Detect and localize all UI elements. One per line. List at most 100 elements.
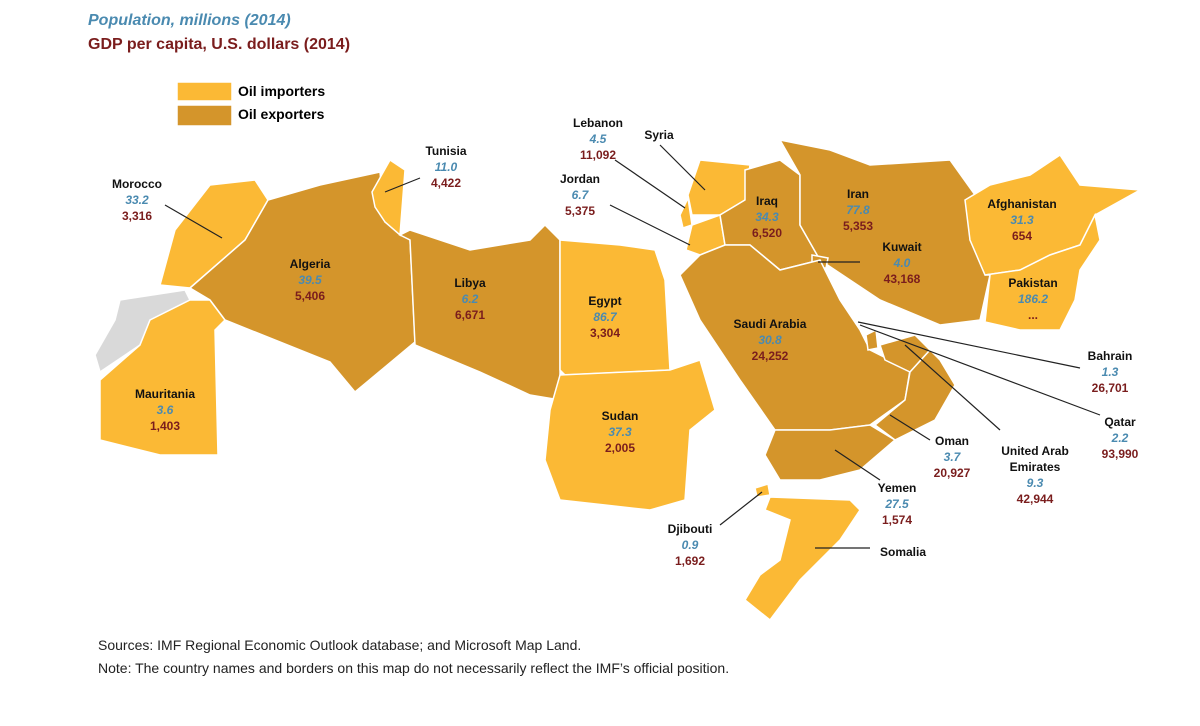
country-name: Djibouti	[667, 522, 713, 536]
leader-line	[889, 414, 931, 441]
gdp-per-capita: 3,304	[589, 326, 621, 340]
leader-line	[614, 159, 686, 209]
country-name: Oman	[934, 434, 969, 448]
gdp-per-capita: 6,671	[454, 308, 486, 322]
country-label: Somalia	[855, 544, 951, 560]
gdp-per-capita: 5,406	[294, 289, 326, 303]
population: 27.5	[885, 497, 909, 511]
gdp-per-capita: 1,692	[674, 554, 706, 568]
country-name: Syria	[644, 128, 674, 142]
gdp-per-capita: 1,574	[881, 513, 913, 527]
country-label: Tunisia 11.0 4,422	[398, 143, 494, 191]
gdp-per-capita: 24,252	[751, 349, 789, 363]
sources: Sources: IMF Regional Economic Outlook d…	[98, 637, 582, 653]
gdp-caption: GDP per capita, U.S. dollars (2014)	[88, 36, 351, 53]
leader-line	[719, 491, 763, 526]
country-name: Somalia	[879, 545, 927, 559]
country-label: Algeria 39.5 5,406	[262, 256, 358, 304]
country-label: Qatar 2.2 93,990	[1072, 414, 1168, 462]
leader-line	[857, 321, 1081, 369]
country-name: Libya	[454, 276, 486, 290]
population: 9.3	[1026, 476, 1044, 490]
country-label: Egypt 86.7 3,304	[557, 293, 653, 341]
country-name: Mauritania	[134, 387, 195, 401]
country-name: Pakistan	[1008, 276, 1058, 290]
country-label: United Arab Emirates 9.3 42,944	[987, 443, 1083, 507]
gdp-per-capita: 93,990	[1101, 447, 1139, 461]
gdp-per-capita: 11,092	[579, 148, 617, 162]
country-name: Bahrain	[1087, 349, 1133, 363]
country-label: Lebanon 4.5 11,092	[550, 115, 646, 163]
gdp-per-capita: 5,353	[842, 219, 874, 233]
country-name: Sudan	[601, 409, 639, 423]
country-label: Kuwait 4.0 43,168	[854, 239, 950, 287]
leader-line	[859, 324, 1101, 416]
country-label: Djibouti 0.9 1,692	[642, 521, 738, 569]
leader-line	[164, 204, 223, 239]
country-label: Iraq 34.3 6,520	[719, 193, 815, 241]
gdp-per-capita: 4,422	[430, 176, 462, 190]
gdp-per-capita: 6,520	[751, 226, 783, 240]
country-name: Saudi Arabia	[733, 317, 807, 331]
population: 86.7	[593, 310, 617, 324]
note: Note: The country names and borders on t…	[98, 660, 730, 676]
country-label: Syria	[611, 127, 707, 143]
population: 4.0	[893, 256, 911, 270]
leader-line	[659, 144, 706, 191]
population: 39.5	[298, 273, 322, 287]
country-label: Libya 6.2 6,671	[422, 275, 518, 323]
population: 6.7	[571, 188, 589, 202]
legend-swatch	[176, 104, 233, 127]
country-label: Afghanistan 31.3 654	[974, 196, 1070, 244]
country-label: Morocco 33.2 3,316	[89, 176, 185, 224]
population: 37.3	[608, 425, 632, 439]
pakistan-shape	[984, 212, 1101, 331]
somalia-shape	[744, 496, 861, 622]
population: 11.0	[434, 160, 458, 174]
country-name: Yemen	[877, 481, 917, 495]
country-name: Kuwait	[882, 240, 922, 254]
leader-line	[609, 204, 691, 246]
gdp-per-capita: 2,005	[604, 441, 636, 455]
iran-shape	[778, 138, 991, 326]
country-label: Sudan 37.3 2,005	[572, 408, 668, 456]
mauritania-shape	[99, 299, 226, 456]
sudan-shape	[544, 359, 716, 511]
population: 3.6	[156, 403, 174, 417]
population: 33.2	[125, 193, 149, 207]
country-label: Jordan 6.7 5,375	[532, 171, 628, 219]
legend-label: Oil exporters	[238, 106, 325, 122]
gdp-per-capita: 3,316	[121, 209, 153, 223]
population: 77.8	[846, 203, 870, 217]
country-label: Mauritania 3.6 1,403	[117, 386, 213, 434]
country-name: Lebanon	[573, 116, 623, 130]
population: 6.2	[461, 292, 479, 306]
country-name: Qatar	[1104, 415, 1136, 429]
country-label: Oman 3.7 20,927	[904, 433, 1000, 481]
gdp-per-capita: 5,375	[564, 204, 596, 218]
leader-line	[834, 449, 881, 481]
country-name: Jordan	[559, 172, 600, 186]
gdp-per-capita: ...	[1027, 308, 1038, 322]
yemen-shape	[764, 424, 897, 481]
legend-swatch	[176, 81, 233, 102]
country-name: Algeria	[289, 257, 331, 271]
egypt-shape	[559, 239, 671, 376]
population: 34.3	[755, 210, 779, 224]
gdp-per-capita: 43,168	[883, 272, 921, 286]
population: 1.3	[1101, 365, 1119, 379]
gdp-per-capita: 1,403	[149, 419, 181, 433]
population: 30.8	[758, 333, 782, 347]
leader-lines	[164, 144, 1101, 549]
gdp-per-capita: 654	[1011, 229, 1033, 243]
population-caption: Population, millions (2014)	[88, 12, 291, 29]
population: 2.2	[1111, 431, 1129, 445]
country-name: Iraq	[755, 194, 778, 208]
djibouti-shape	[754, 483, 771, 498]
gdp-per-capita: 42,944	[1016, 492, 1054, 506]
country-label: Saudi Arabia 30.8 24,252	[722, 316, 818, 364]
country-label: Bahrain 1.3 26,701	[1062, 348, 1158, 396]
country-name: Afghanistan	[987, 197, 1057, 211]
